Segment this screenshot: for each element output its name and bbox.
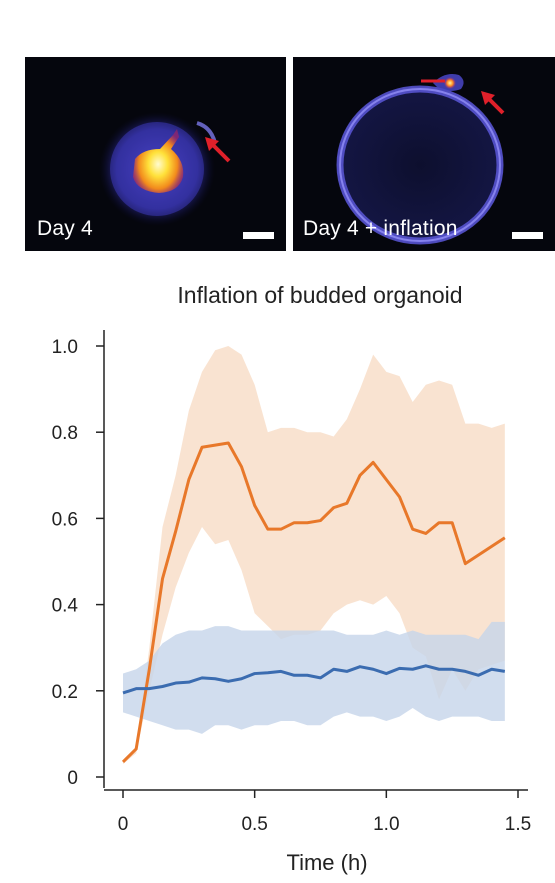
x-tick-label: 0 (118, 814, 129, 835)
microscopy-panel-day4: Day 4 (25, 57, 286, 251)
x-tick-label: 1.0 (373, 814, 399, 835)
y-tick-label: 0 (67, 768, 78, 789)
scale-bar (243, 232, 274, 239)
panel-label-day4: Day 4 (37, 217, 93, 240)
y-tick-label: 0.8 (52, 423, 78, 444)
y-tick-label: 0.4 (52, 596, 79, 617)
scale-bar (512, 232, 543, 239)
panel-label-day4-inflation: Day 4 + inflation (303, 217, 458, 240)
x-tick-label: 0.5 (241, 814, 267, 835)
series-0-line (121, 441, 506, 763)
x-axis-label: Time (h) (286, 850, 367, 875)
organoid-image-inflated (336, 74, 505, 245)
series-lines (121, 441, 506, 763)
arrowhead-icon (205, 137, 219, 151)
series-0-band (123, 346, 505, 765)
axes: 0 0.2 0.4 0.6 0.8 1.0 0 0.5 1.0 1.5 (52, 330, 531, 835)
chart-title: Inflation of budded organoid (177, 282, 462, 308)
arrowhead-icon (481, 91, 495, 105)
confidence-bands (123, 346, 505, 765)
y-tick-label: 1.0 (52, 337, 78, 358)
organoid-image-day4 (99, 112, 231, 226)
y-tick-label: 0.6 (52, 509, 78, 530)
y-tick-label: 0.2 (52, 682, 78, 703)
microscopy-panel-day4-inflation: Day 4 + inflation (293, 57, 555, 251)
series-1-line (122, 664, 506, 695)
x-tick-label: 1.5 (505, 814, 531, 835)
